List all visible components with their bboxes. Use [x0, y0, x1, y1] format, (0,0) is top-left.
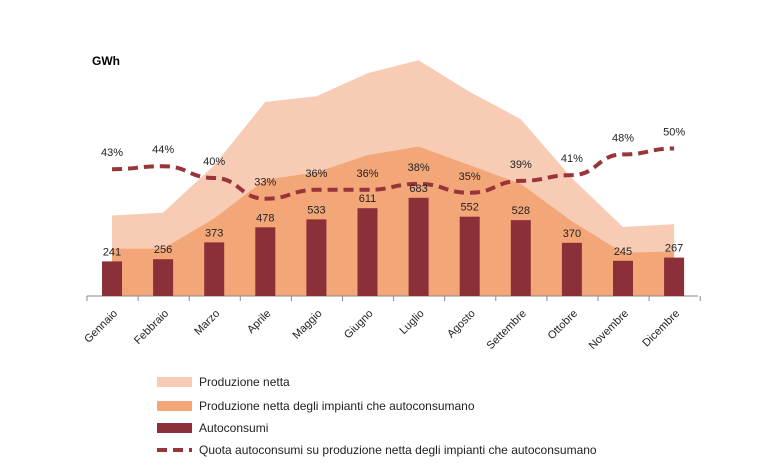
bar-value-label: 373: [205, 227, 223, 239]
bar-autoconsumi: [204, 242, 225, 296]
quota-value-label: 38%: [408, 162, 430, 174]
x-tick-label: Ottobre: [546, 308, 580, 342]
quota-value-label: 41%: [561, 153, 583, 165]
x-tick-label: Febbraio: [132, 308, 171, 347]
bar-value-label: 256: [154, 244, 172, 256]
x-tick-label: Settembre: [485, 308, 529, 352]
bar-value-label: 611: [359, 193, 377, 205]
legend-label: Quota autoconsumi su produzione netta de…: [199, 443, 597, 457]
data-labels-layer: 241 256 373 478 533 611 683 552 528 370 245 267 43% 4…: [101, 127, 685, 259]
quota-value-label: 33%: [254, 177, 276, 189]
quota-value-label: 39%: [510, 159, 532, 171]
x-tick-label: Luglio: [397, 308, 426, 337]
legend-label: Produzione netta degli impianti che auto…: [199, 399, 475, 413]
quota-value-label: 43%: [101, 147, 123, 159]
x-tick-label: Maggio: [291, 308, 325, 342]
bar-autoconsumi: [306, 219, 327, 296]
x-tick-labels: Gennaio Febbraio Marzo Aprile Maggio Giugno Lu…: [82, 308, 682, 352]
legend-swatch: [157, 401, 192, 411]
quota-value-label: 36%: [356, 168, 378, 180]
x-tick-label: Marzo: [192, 308, 222, 338]
area-series-2: [112, 146, 675, 296]
quota-value-label: 36%: [305, 168, 327, 180]
bar-value-label: 533: [307, 204, 325, 216]
bar-autoconsumi: [613, 260, 633, 296]
quota-value-label: 44%: [152, 144, 174, 156]
x-tick-label: Gennaio: [82, 308, 120, 346]
quota-value-label: 35%: [459, 171, 481, 183]
x-axis: [86, 295, 701, 301]
bar-autoconsumi: [561, 242, 582, 296]
x-tick-label: Dicembre: [640, 308, 682, 350]
bar-value-label: 245: [614, 246, 632, 258]
bar-value-label: 241: [103, 246, 121, 258]
bar-value-label: 478: [256, 212, 274, 224]
bars-layer: [102, 197, 685, 296]
bar-autoconsumi: [255, 227, 276, 296]
quota-line: [111, 146, 675, 201]
bar-autoconsumi: [357, 208, 378, 296]
legend-label: Produzione netta: [199, 375, 290, 389]
legend-swatch: [157, 423, 192, 433]
bar-value-label: 370: [563, 228, 581, 240]
x-tick-label: Novembre: [587, 308, 631, 352]
x-tick-label: Agosto: [445, 308, 478, 341]
quota-value-label: 50%: [663, 127, 685, 139]
x-tick-label: Aprile: [245, 308, 273, 336]
bar-autoconsumi: [664, 257, 685, 296]
bar-value-label: 552: [461, 202, 479, 214]
bar-value-label: 528: [512, 205, 530, 217]
bar-value-label: 683: [409, 183, 427, 195]
x-tick-label: Giugno: [342, 308, 376, 342]
areas-layer: [112, 60, 675, 296]
bar-autoconsumi: [153, 259, 174, 296]
bar-value-label: 267: [665, 243, 683, 255]
legend-label: Autoconsumi: [199, 421, 268, 435]
bar-autoconsumi: [510, 220, 531, 296]
bar-autoconsumi: [102, 261, 122, 296]
legend: Produzione netta Produzione netta degli i…: [157, 375, 597, 457]
quota-value-label: 48%: [612, 132, 634, 144]
bar-autoconsumi: [459, 216, 480, 296]
quota-value-label: 40%: [203, 156, 225, 168]
unit-label: GWh: [92, 54, 120, 68]
legend-swatch: [157, 377, 192, 387]
bar-autoconsumi: [408, 197, 429, 296]
quota-line-layer: [111, 146, 675, 201]
